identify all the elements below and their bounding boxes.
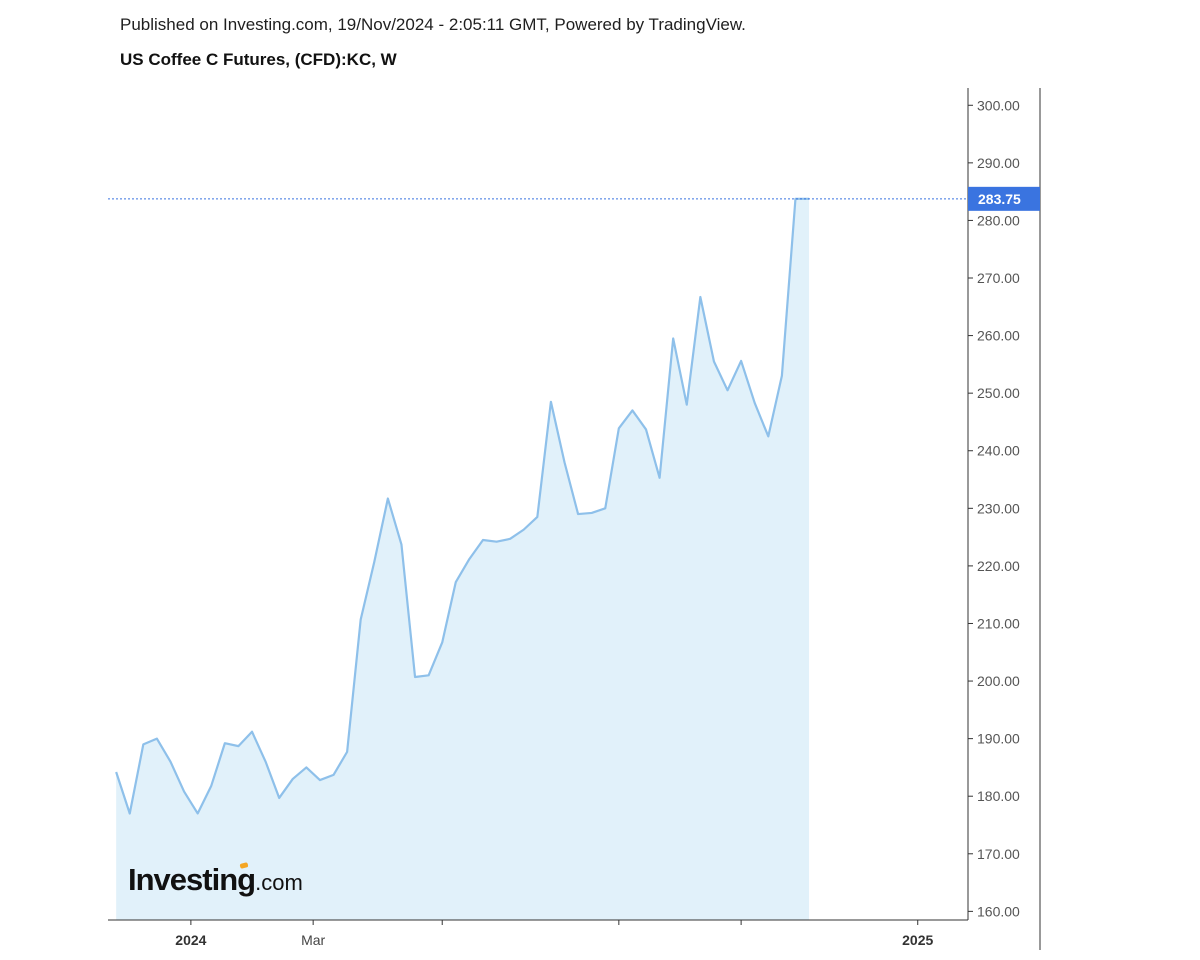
y-tick-label: 160.00 — [977, 903, 1020, 919]
data-point-46[interactable] — [738, 358, 744, 364]
data-point-27[interactable] — [480, 537, 486, 543]
y-axis-ticks: 160.00 170.00 180.00 190.00 200.00 210.00 220.… — [968, 97, 1020, 919]
data-point-39[interactable] — [643, 426, 649, 432]
data-point-44[interactable] — [711, 358, 717, 364]
investing-logo: Investing .com — [128, 862, 303, 898]
last-price-marker[interactable]: 283.75 — [108, 186, 1040, 211]
axes — [108, 88, 1041, 950]
data-point-20[interactable] — [385, 496, 391, 502]
data-point-16[interactable] — [331, 772, 337, 778]
data-point-37[interactable] — [616, 425, 622, 431]
x-axis-ticks: 2024 Mar 2025 — [175, 920, 934, 948]
y-tick-label: 210.00 — [977, 615, 1020, 631]
y-tick-label: 230.00 — [977, 500, 1020, 516]
published-note: Published on Investing.com, 19/Nov/2024 … — [120, 15, 746, 34]
y-tick-label: 300.00 — [977, 97, 1020, 113]
data-point-32[interactable] — [548, 399, 554, 405]
data-point-24[interactable] — [439, 639, 445, 645]
y-tick-label: 220.00 — [977, 558, 1020, 574]
area-fill-layer — [116, 198, 810, 920]
data-point-13[interactable] — [290, 776, 296, 782]
data-point-35[interactable] — [589, 510, 595, 516]
x-tick-label: Mar — [301, 932, 325, 948]
area-fill — [116, 198, 810, 920]
data-point-4[interactable] — [167, 759, 173, 765]
data-point-36[interactable] — [602, 505, 608, 511]
data-point-17[interactable] — [344, 749, 350, 755]
data-point-41[interactable] — [670, 335, 676, 341]
data-point-9[interactable] — [235, 743, 241, 749]
data-point-3[interactable] — [154, 736, 160, 742]
y-tick-label: 290.00 — [977, 155, 1020, 171]
data-point-42[interactable] — [684, 402, 690, 408]
data-point-22[interactable] — [412, 674, 418, 680]
price-line — [115, 197, 810, 815]
data-point-43[interactable] — [697, 294, 703, 300]
data-point-45[interactable] — [725, 387, 731, 393]
data-point-30[interactable] — [521, 527, 527, 533]
y-tick-label: 250.00 — [977, 385, 1020, 401]
data-point-33[interactable] — [561, 459, 567, 465]
data-point-7[interactable] — [208, 783, 214, 789]
data-point-15[interactable] — [317, 777, 323, 783]
data-point-18[interactable] — [358, 616, 364, 622]
data-point-6[interactable] — [195, 810, 201, 816]
data-point-31[interactable] — [534, 514, 540, 520]
chart-title: US Coffee C Futures, (CFD):KC, W — [120, 50, 397, 69]
data-point-34[interactable] — [575, 511, 581, 517]
data-point-11[interactable] — [263, 759, 269, 765]
logo-suffix: .com — [255, 870, 303, 895]
y-tick-label: 180.00 — [977, 788, 1020, 804]
x-tick-label: 2025 — [902, 932, 933, 948]
data-point-8[interactable] — [222, 740, 228, 746]
data-point-49[interactable] — [779, 373, 785, 379]
data-point-48[interactable] — [765, 433, 771, 439]
data-point-10[interactable] — [249, 729, 255, 735]
data-point-14[interactable] — [303, 764, 309, 770]
data-point-5[interactable] — [181, 789, 187, 795]
y-tick-label: 270.00 — [977, 270, 1020, 286]
last-price-label: 283.75 — [978, 191, 1021, 207]
data-point-40[interactable] — [657, 475, 663, 481]
data-point-26[interactable] — [466, 556, 472, 562]
y-tick-label: 280.00 — [977, 212, 1020, 228]
data-point-38[interactable] — [629, 407, 635, 413]
x-tick-label: 2024 — [175, 932, 206, 948]
y-tick-label: 200.00 — [977, 673, 1020, 689]
data-point-2[interactable] — [140, 741, 146, 747]
data-point-12[interactable] — [276, 795, 282, 801]
data-point-29[interactable] — [507, 536, 513, 542]
data-point-19[interactable] — [371, 559, 377, 565]
last-price-tag[interactable] — [968, 186, 1040, 211]
y-tick-label: 170.00 — [977, 846, 1020, 862]
y-tick-label: 190.00 — [977, 731, 1020, 747]
logo-wordmark: Investing — [128, 862, 256, 897]
price-line-layer — [113, 197, 810, 816]
data-point-21[interactable] — [398, 542, 404, 548]
data-point-1[interactable] — [127, 810, 133, 816]
y-tick-label: 240.00 — [977, 443, 1020, 459]
data-point-25[interactable] — [453, 579, 459, 585]
data-point-47[interactable] — [752, 400, 758, 406]
data-point-28[interactable] — [494, 539, 500, 545]
data-point-0[interactable] — [113, 769, 119, 775]
data-point-23[interactable] — [426, 672, 432, 678]
y-tick-label: 260.00 — [977, 328, 1020, 344]
